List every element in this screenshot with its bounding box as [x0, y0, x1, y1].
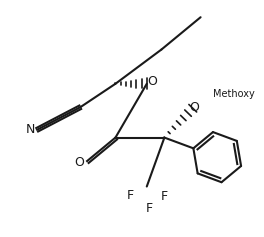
Text: O: O	[148, 75, 158, 88]
Text: F: F	[146, 201, 153, 214]
Text: N: N	[26, 123, 35, 136]
Text: F: F	[126, 189, 134, 202]
Text: O: O	[189, 101, 199, 114]
Text: Methoxy: Methoxy	[213, 89, 255, 99]
Text: O: O	[74, 155, 84, 169]
Text: F: F	[161, 190, 168, 203]
